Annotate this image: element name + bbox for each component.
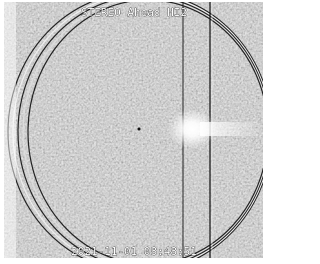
sun-glare xyxy=(168,109,216,149)
star xyxy=(138,128,141,131)
image-title: STEREO Ahead HI2 xyxy=(81,6,187,19)
edge-glow xyxy=(4,2,16,258)
hi2-image: STEREO Ahead HI2 2021-11-01 08:48:51 xyxy=(0,0,268,264)
timestamp: 2021-11-01 08:48:51 xyxy=(71,245,197,258)
image-field xyxy=(4,0,268,264)
